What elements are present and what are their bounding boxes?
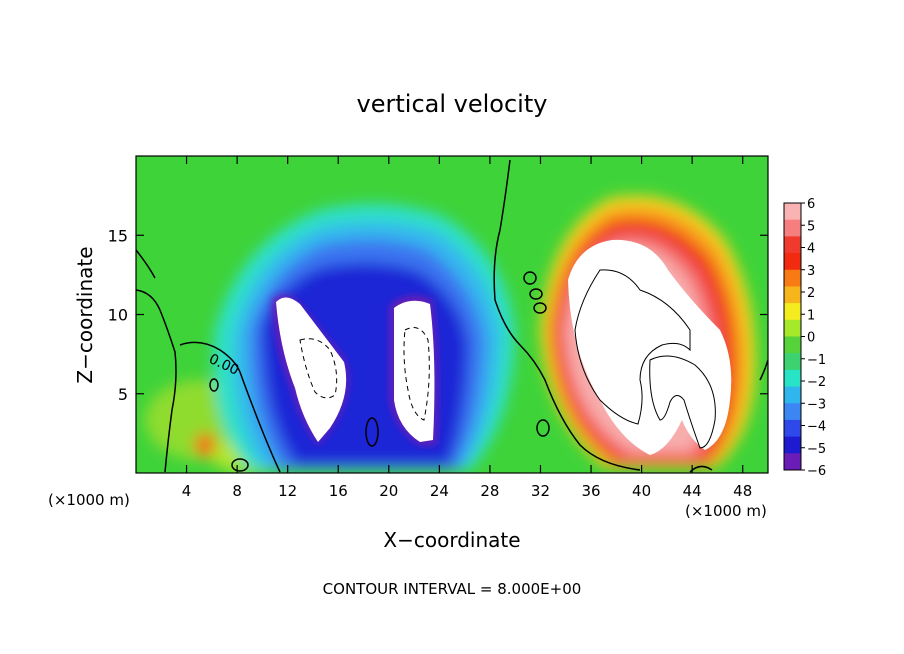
colorbar-swatch xyxy=(784,436,801,454)
heatmap-field xyxy=(136,156,768,473)
colorbar-label: −3 xyxy=(807,397,826,412)
colorbar-swatch xyxy=(784,403,801,421)
x-unit-right: (×1000 m) xyxy=(685,502,767,520)
x-tick-label: 8 xyxy=(232,482,242,500)
colorbar-swatch xyxy=(784,269,801,287)
colorbar-swatch xyxy=(784,336,801,354)
colorbar-label: 3 xyxy=(807,264,815,279)
x-tick-label: 20 xyxy=(379,482,398,500)
colorbar-label: −1 xyxy=(807,353,826,368)
colorbar-swatch xyxy=(784,369,801,388)
colorbar-label: 6 xyxy=(807,197,815,212)
colorbar-swatch xyxy=(784,236,801,254)
colorbar-swatch xyxy=(784,319,801,337)
x-tick-label: 48 xyxy=(733,482,752,500)
colorbar-swatch xyxy=(784,303,801,321)
colorbar-swatch xyxy=(784,286,801,304)
x-tick-label: 12 xyxy=(278,482,297,500)
x-tick-label: 24 xyxy=(430,482,449,500)
colorbar-swatch xyxy=(784,386,801,404)
x-tick-label: 16 xyxy=(329,482,348,500)
colorbar-label: −6 xyxy=(807,464,826,479)
y-tick-label: 15 xyxy=(108,226,128,245)
colorbar-swatch xyxy=(784,203,801,221)
contour-lines xyxy=(136,159,768,473)
x-axis-label: X−coordinate xyxy=(383,528,520,552)
y-tick-label: 5 xyxy=(118,385,128,404)
colorbar-label: 4 xyxy=(807,242,815,257)
x-axis-ticks: 4 8 12 16 20 24 28 32 36 40 44 48 xyxy=(182,156,752,500)
negative-contours xyxy=(299,327,430,421)
x-tick-label: 44 xyxy=(683,482,702,500)
y-axis-ticks: 5 10 15 xyxy=(108,226,768,404)
colorbar-swatch xyxy=(784,419,801,438)
x-unit-left: (×1000 m) xyxy=(48,491,130,509)
colorbar: 6 5 4 3 2 1 0 −1 −2 −3 −4 −5 −6 xyxy=(783,197,826,479)
y-axis-label: Z−coordinate xyxy=(73,246,97,383)
contour-interval-footer: CONTOUR INTERVAL = 8.000E+00 xyxy=(323,580,582,598)
x-tick-label: 4 xyxy=(182,482,192,500)
x-tick-label: 28 xyxy=(480,482,499,500)
y-tick-label: 10 xyxy=(108,306,128,325)
x-tick-label: 32 xyxy=(531,482,550,500)
x-tick-label: 36 xyxy=(581,482,600,500)
x-tick-label: 40 xyxy=(632,482,651,500)
chart-title: vertical velocity xyxy=(357,90,548,118)
colorbar-swatch xyxy=(784,453,801,471)
colorbar-label: 0 xyxy=(807,331,815,346)
colorbar-label: 1 xyxy=(807,308,815,323)
colorbar-label: −5 xyxy=(807,442,826,457)
colorbar-swatch xyxy=(784,219,801,237)
colorbar-label: 2 xyxy=(807,286,815,301)
colorbar-swatch xyxy=(784,353,801,371)
colorbar-label: −2 xyxy=(807,375,826,390)
colorbar-label: −4 xyxy=(807,420,826,435)
colorbar-label: 5 xyxy=(807,219,815,234)
colorbar-swatch xyxy=(784,253,801,271)
